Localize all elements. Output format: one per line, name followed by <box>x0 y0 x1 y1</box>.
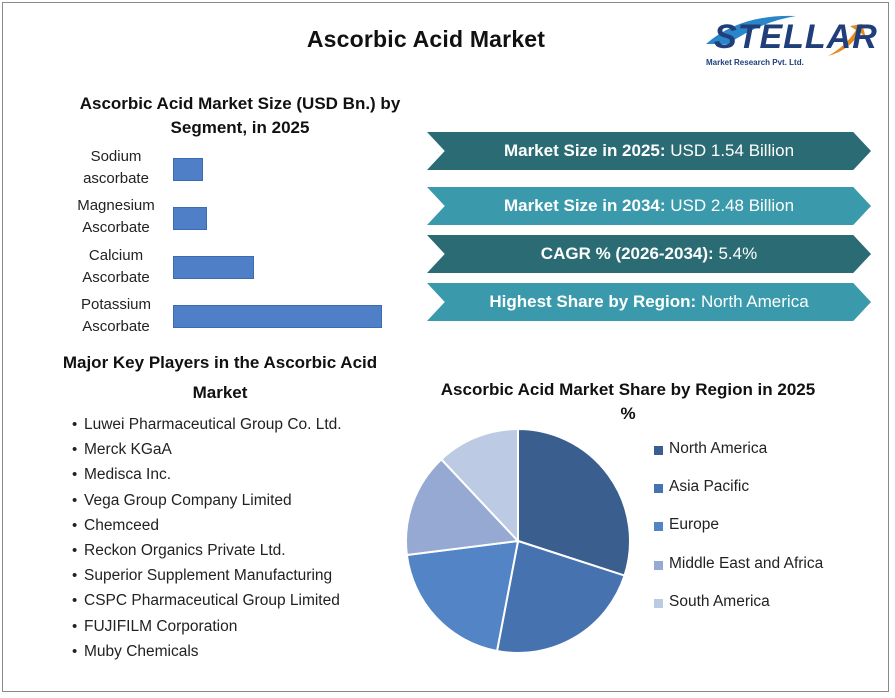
legend-label: Europe <box>669 516 719 534</box>
banner-label: Market Size in 2025: <box>503 141 666 160</box>
bar <box>173 206 208 230</box>
key-player-item: Vega Group Company Limited <box>72 488 342 513</box>
infographic-frame <box>2 2 889 692</box>
bar-category-label: Sodium ascorbate <box>50 146 182 190</box>
legend-swatch <box>654 484 663 494</box>
legend-item: Asia Pacific <box>654 478 823 516</box>
legend-item: North America <box>654 440 823 478</box>
banner-cagr: CAGR % (2026-2034): 5.4% <box>427 235 871 273</box>
banner-value: USD 2.48 Billion <box>670 196 795 215</box>
legend-label: Asia Pacific <box>669 478 750 496</box>
bar-category-label-line: ascorbate <box>83 170 149 187</box>
bar <box>173 256 254 280</box>
banner-value: USD 1.54 Billion <box>670 141 795 160</box>
bar-category-label-line: Ascorbate <box>82 268 150 286</box>
banner-highest-share: Highest Share by Region: North America <box>427 283 871 321</box>
bar-category-label-line: Sodium <box>90 148 142 165</box>
legend-item: Middle East and Africa <box>654 555 823 593</box>
key-player-item: Muby Chemicals <box>72 639 342 664</box>
key-player-item: Superior Supplement Manufacturing <box>72 563 342 588</box>
key-player-item: CSPC Pharmaceutical Group Limited <box>72 588 342 613</box>
pie-slice <box>439 427 519 544</box>
legend-item: South America <box>654 593 823 631</box>
bar-chart-title: Ascorbic Acid Market Size (USD Bn.) by S… <box>79 94 401 137</box>
legend-label: South America <box>669 592 770 610</box>
bar <box>173 157 203 181</box>
banner-label: Market Size in 2034: <box>503 196 666 215</box>
pie-slice <box>405 457 521 557</box>
key-player-item: Luwei Pharmaceutical Group Co. Ltd. <box>72 412 342 437</box>
key-player-item: FUJIFILM Corporation <box>72 614 342 639</box>
legend-swatch <box>654 560 663 570</box>
key-player-item: Merck KGaA <box>72 437 342 462</box>
bar-category-label-line: Ascorbate <box>82 219 150 237</box>
bar-category-label-line: Calcium <box>88 246 144 264</box>
banner-label: CAGR % (2026-2034): <box>540 244 714 263</box>
pie-chart-title: Ascorbic Acid Market Share by Region in … <box>440 380 816 423</box>
key-player-item: Medisca Inc. <box>72 462 342 487</box>
legend-swatch <box>654 522 663 532</box>
legend-swatch <box>654 446 663 455</box>
pie-slice <box>495 539 626 654</box>
pie-slice <box>405 539 520 653</box>
bar-category-label: Potassium Ascorbate <box>50 294 182 338</box>
page-title: Ascorbic Acid Market <box>306 26 546 52</box>
legend-item: Europe <box>654 516 823 554</box>
company-logo: STELLAR Market Research Pvt. Ltd. <box>700 10 877 70</box>
key-players-list: Luwei Pharmaceutical Group Co. Ltd.Merck… <box>72 412 342 664</box>
legend-label: North America <box>669 440 768 457</box>
banner-market-size-2034: Market Size in 2034: USD 2.48 Billion <box>427 187 871 225</box>
key-players-title: Major Key Players in the Ascorbic Acid M… <box>62 353 378 402</box>
pie-legend: North America Asia Pacific Europe Middle Ea… <box>654 440 823 631</box>
pie-slice <box>517 427 631 577</box>
legend-swatch <box>654 598 663 608</box>
bar-category-label: Calcium Ascorbate <box>50 245 182 289</box>
bar-category-label-line: Magnesium <box>77 197 155 215</box>
legend-label: Middle East and Africa <box>669 554 824 572</box>
bar-category-label: Magnesium Ascorbate <box>50 195 182 239</box>
key-player-item: Chemceed <box>72 513 342 538</box>
logo-subtitle: Market Research Pvt. Ltd. <box>706 58 804 67</box>
bar-category-label-line: Potassium <box>80 295 152 313</box>
banner-label: Highest Share by Region: <box>489 292 697 311</box>
banner-value: 5.4% <box>718 244 758 263</box>
banner-market-size-2025: Market Size in 2025: USD 1.54 Billion <box>427 132 871 170</box>
bar <box>173 305 382 329</box>
bar-category-label-line: Ascorbate <box>82 317 150 335</box>
logo-swoosh-icon <box>706 15 866 56</box>
logo-text: STELLAR <box>714 18 878 56</box>
key-player-item: Reckon Organics Private Ltd. <box>72 538 342 563</box>
banner-value: North America <box>700 292 809 311</box>
